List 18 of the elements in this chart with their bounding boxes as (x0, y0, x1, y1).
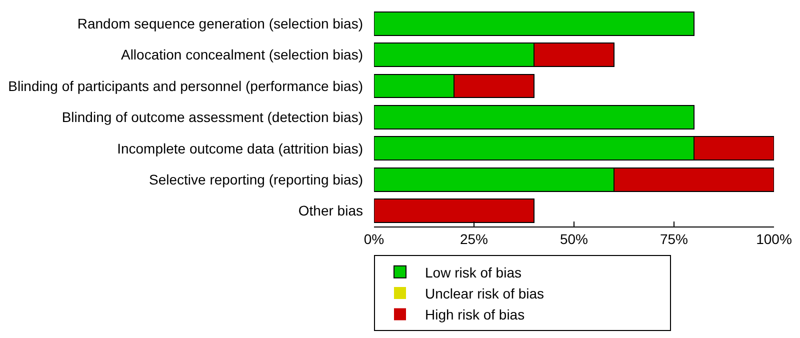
legend-label: Low risk of bias (425, 264, 522, 280)
y-tick-label: Allocation concealment (selection bias) (120, 46, 363, 63)
legend-label: High risk of bias (425, 306, 525, 323)
x-tick-label: 100% (756, 231, 792, 248)
y-tick-label: Blinding of participants and personnel (performance bias) (8, 78, 363, 94)
x-tick-label: 50% (560, 231, 588, 248)
bar (374, 11, 694, 36)
y-tick-label: Other bias (298, 202, 363, 219)
y-tick-label: Incomplete outcome data (attrition bias) (117, 140, 363, 156)
bar (374, 105, 694, 130)
x-tick-label: 75% (660, 231, 688, 248)
legend-label: Unclear risk of bias (425, 286, 544, 302)
x-tick-label: 0% (364, 231, 384, 248)
y-tick-label: Blinding of outcome assessment (detection bias) (62, 109, 363, 126)
bar (374, 198, 534, 224)
x-tick-label: 25% (460, 231, 488, 248)
y-tick-label: Selective reporting (reporting bias) (149, 172, 363, 188)
y-tick-label: Random sequence generation (selection bias) (77, 16, 363, 32)
